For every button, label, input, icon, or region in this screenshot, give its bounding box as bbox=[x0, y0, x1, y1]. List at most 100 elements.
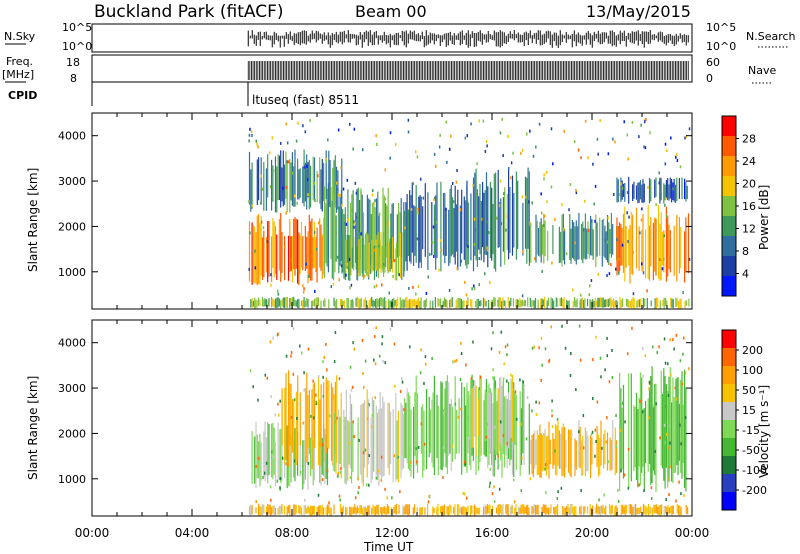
power-speckle bbox=[486, 144, 488, 148]
nsearch-label: N.Search bbox=[746, 30, 796, 43]
velocity-colorbar-tick-label: 100 bbox=[742, 364, 763, 377]
velocity-speckle bbox=[293, 459, 296, 463]
power-speckle bbox=[261, 187, 264, 191]
power-speckle bbox=[573, 140, 576, 144]
nsky-tick-top: 10^5 bbox=[62, 21, 92, 34]
velocity-speckle bbox=[459, 377, 462, 381]
power-speckle bbox=[337, 193, 340, 197]
power-speckle bbox=[408, 286, 410, 290]
power-speckle bbox=[587, 229, 590, 233]
power-speckle bbox=[663, 257, 665, 261]
power-speckle bbox=[640, 218, 643, 222]
velocity-speckle bbox=[679, 423, 681, 427]
velocity-speckle bbox=[592, 397, 594, 401]
power-speckle bbox=[260, 174, 262, 178]
velocity-speckle bbox=[656, 351, 658, 355]
velocity-speckle bbox=[353, 435, 355, 439]
power-swatch bbox=[722, 216, 736, 237]
power-speckle bbox=[425, 291, 428, 295]
power-speckle bbox=[546, 170, 548, 174]
power-speckle bbox=[620, 182, 622, 186]
velocity-speckle bbox=[681, 382, 684, 386]
velocity-speckle bbox=[269, 485, 272, 489]
power-swatch bbox=[722, 276, 736, 297]
power-speckle bbox=[250, 130, 253, 134]
velocity-speckle bbox=[668, 493, 670, 497]
velocity-speckle bbox=[624, 420, 626, 424]
velocity-speckle bbox=[262, 476, 264, 480]
velocity-speckle bbox=[492, 376, 494, 380]
power-speckle bbox=[307, 193, 309, 197]
power-speckle bbox=[384, 197, 386, 201]
velocity-frame bbox=[91, 319, 693, 517]
velocity-speckle bbox=[551, 425, 554, 429]
velocity-speckle bbox=[467, 416, 470, 420]
velocity-speckle bbox=[357, 491, 359, 495]
velocity-ylabel: Slant Range [km] bbox=[26, 376, 40, 480]
power-speckle bbox=[550, 185, 553, 189]
velocity-speckle bbox=[535, 400, 537, 404]
power-speckle bbox=[641, 207, 643, 211]
velocity-speckle bbox=[617, 488, 619, 492]
power-speckle bbox=[580, 293, 582, 297]
power-speckle bbox=[285, 211, 287, 215]
velocity-speckle bbox=[544, 463, 547, 467]
velocity-speckle bbox=[658, 345, 660, 349]
velocity-speckle bbox=[307, 461, 310, 465]
velocity-speckle bbox=[680, 442, 682, 446]
velocity-speckle bbox=[569, 373, 572, 377]
power-speckle bbox=[380, 283, 383, 287]
power-speckle bbox=[466, 199, 469, 203]
power-speckle bbox=[503, 192, 505, 196]
power-speckle bbox=[614, 267, 617, 271]
power-speckle bbox=[445, 120, 447, 124]
velocity-speckle bbox=[428, 494, 431, 498]
velocity-speckle bbox=[366, 417, 369, 421]
power-speckle bbox=[507, 166, 510, 170]
power-speckle bbox=[366, 271, 368, 275]
power-speckle bbox=[297, 121, 299, 125]
power-speckle bbox=[445, 207, 447, 211]
velocity-speckle bbox=[603, 493, 605, 497]
power-speckle bbox=[373, 202, 375, 206]
power-colorbar-tick-label: 8 bbox=[742, 245, 749, 258]
cpid-text: ltuseq (fast) 8511 bbox=[252, 93, 359, 107]
power-speckle bbox=[500, 222, 503, 226]
velocity-speckle bbox=[556, 417, 559, 421]
velocity-heatmap bbox=[248, 324, 690, 516]
velocity-speckle bbox=[578, 430, 580, 434]
velocity-speckle bbox=[538, 401, 541, 405]
velocity-speckle bbox=[668, 424, 671, 428]
velocity-speckle bbox=[290, 351, 293, 355]
velocity-speckle bbox=[264, 373, 267, 377]
power-speckle bbox=[448, 288, 451, 292]
power-speckle bbox=[392, 274, 394, 278]
power-speckle bbox=[528, 221, 531, 225]
power-speckle bbox=[543, 177, 545, 181]
velocity-speckle bbox=[464, 460, 466, 464]
velocity-speckle bbox=[293, 398, 296, 402]
velocity-speckle bbox=[460, 341, 462, 345]
power-speckle bbox=[676, 153, 678, 157]
time-tick-label: 12:00 bbox=[375, 526, 410, 540]
velocity-speckle bbox=[270, 450, 273, 454]
power-speckle bbox=[433, 152, 436, 156]
velocity-x-axis bbox=[91, 320, 693, 516]
power-speckle bbox=[330, 285, 333, 289]
power-ytick-label: 1000 bbox=[58, 266, 86, 279]
power-speckle bbox=[363, 274, 366, 278]
velocity-speckle bbox=[664, 361, 667, 365]
power-speckle bbox=[350, 283, 353, 287]
power-speckle bbox=[360, 191, 362, 195]
velocity-speckle bbox=[339, 498, 341, 502]
velocity-speckle bbox=[540, 379, 542, 383]
power-speckle bbox=[371, 193, 374, 197]
power-speckle bbox=[262, 226, 265, 230]
velocity-colorbar: 200 100 50 15 -15 -50 -100 -200 bbox=[721, 329, 767, 511]
velocity-speckle bbox=[540, 336, 543, 340]
velocity-speckle bbox=[452, 360, 454, 364]
velocity-speckle bbox=[321, 478, 324, 482]
power-speckle bbox=[435, 164, 437, 168]
power-speckle bbox=[658, 181, 660, 185]
velocity-speckle bbox=[455, 358, 458, 362]
